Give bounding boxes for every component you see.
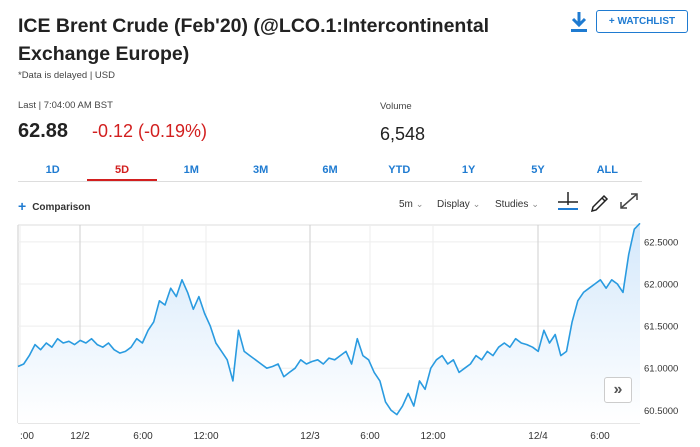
y-tick-label: 62.5000 (644, 237, 678, 248)
range-tabs: 1D 5D 1M 3M 6M YTD 1Y 5Y ALL (18, 160, 642, 182)
studies-label: Studies (495, 199, 529, 210)
tab-all[interactable]: ALL (596, 164, 618, 176)
last-price: 62.88 (18, 120, 69, 142)
price-area (18, 223, 640, 423)
chevron-down-icon: ⌄ (531, 199, 539, 209)
chevron-down-icon: ⌄ (472, 199, 481, 209)
x-tick-label: 12/3 (300, 431, 320, 442)
comparison-button[interactable]: + Comparison (18, 198, 91, 214)
crosshair-icon[interactable] (556, 190, 580, 212)
tab-5d[interactable]: 5D (87, 160, 157, 181)
interval-value: 5m (399, 199, 413, 210)
price-line (17, 222, 641, 416)
price-chart[interactable]: 62.5000 62.0000 61.5000 61.0000 60.5000 :00 12… (0, 222, 700, 447)
instrument-title: ICE Brent Crude (Feb'20) (@LCO.1:Interco… (18, 15, 490, 65)
chart-svg: 62.5000 62.0000 61.5000 61.0000 60.5000 :00 12… (17, 222, 678, 442)
volume-label: Volume (380, 101, 412, 112)
tab-5y[interactable]: 5Y (531, 164, 545, 176)
x-tick-label: 12:00 (193, 431, 218, 442)
display-dropdown[interactable]: Display ⌄ (437, 199, 480, 210)
interval-dropdown[interactable]: 5m ⌄ (399, 199, 423, 210)
download-icon[interactable] (569, 10, 589, 34)
chevron-down-icon: ⌄ (415, 199, 424, 209)
data-delay-note: *Data is delayed | USD (18, 70, 115, 81)
volume-value: 6,548 (380, 124, 426, 144)
plus-icon: + (18, 198, 27, 214)
display-label: Display (437, 199, 470, 210)
x-tick-label: 12/4 (528, 431, 548, 442)
y-tick-label: 60.5000 (644, 406, 678, 417)
tab-1m[interactable]: 1M (183, 164, 199, 176)
x-tick-label: 12:00 (420, 431, 445, 442)
tab-6m[interactable]: 6M (322, 164, 338, 176)
x-tick-label: :00 (20, 431, 34, 442)
pencil-icon[interactable] (587, 190, 611, 213)
x-tick-label: 6:00 (133, 431, 153, 442)
tab-1d[interactable]: 1D (45, 164, 60, 176)
comparison-label: Comparison (32, 202, 91, 213)
y-tick-label: 62.0000 (644, 279, 678, 290)
tab-3m[interactable]: 3M (253, 164, 269, 176)
x-tick-label: 6:00 (360, 431, 380, 442)
x-tick-label: 6:00 (590, 431, 610, 442)
x-tick-label: 12/2 (70, 431, 90, 442)
tab-1y[interactable]: 1Y (461, 164, 476, 176)
fullscreen-icon[interactable] (617, 190, 641, 212)
last-time-label: Last | 7:04:00 AM BST (18, 100, 113, 111)
add-to-watchlist-button[interactable]: + WATCHLIST (596, 10, 688, 33)
tab-ytd[interactable]: YTD (388, 164, 411, 176)
studies-dropdown[interactable]: Studies ⌄ (495, 199, 539, 210)
price-change: -0.12 (-0.19%) (92, 121, 208, 141)
y-tick-label: 61.5000 (644, 322, 678, 333)
expand-arrows-icon[interactable]: » (604, 377, 632, 403)
y-tick-label: 61.0000 (644, 364, 678, 375)
